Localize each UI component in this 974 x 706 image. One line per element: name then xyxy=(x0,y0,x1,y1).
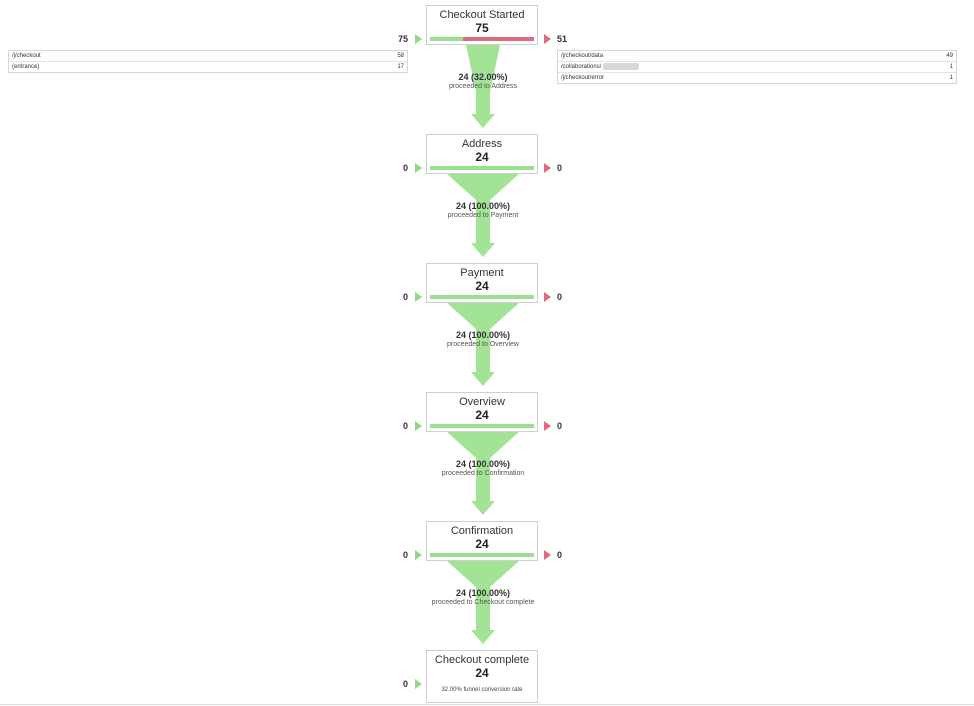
entries-count: 0 xyxy=(402,421,408,431)
source-value: 58 xyxy=(397,53,404,59)
funnel-connector-1 xyxy=(466,45,500,128)
proceed-label: proceeded to Confirmation xyxy=(441,470,525,477)
proceed-summary: 24 (32.00%) proceeded to Address xyxy=(403,72,563,91)
entry-arrow-icon xyxy=(415,421,422,431)
proceed-value: 24 (100.00%) xyxy=(455,330,511,340)
bar-exit-segment xyxy=(463,37,534,41)
entry-arrow-icon xyxy=(415,679,422,689)
stage-overview[interactable]: Overview 24 xyxy=(426,392,538,432)
destination-value: 1 xyxy=(949,75,953,81)
exit-destinations-table: /j/checkout/data 49 /collaborations/ 1 /… xyxy=(557,50,957,84)
entry-arrow-icon xyxy=(415,292,422,302)
proceed-value: 24 (100.00%) xyxy=(455,201,511,211)
stage-bar xyxy=(430,37,534,41)
proceed-value: 24 (100.00%) xyxy=(455,588,511,598)
conversion-rate: 32.00% funnel conversion rate xyxy=(441,687,523,693)
redacted-blur xyxy=(603,62,640,70)
stage-count: 75 xyxy=(475,21,489,35)
exit-arrow-icon xyxy=(544,292,551,302)
entries-count: 0 xyxy=(402,550,408,560)
table-row[interactable]: /collaborations/ 1 xyxy=(558,62,956,73)
entry-arrow-icon xyxy=(415,163,422,173)
entries-count: 0 xyxy=(402,679,408,689)
stage-count: 24 xyxy=(475,537,489,551)
exit-arrow-icon xyxy=(544,421,551,431)
proceed-summary: 24 (100.00%) proceeded to Checkout compl… xyxy=(403,588,563,607)
stage-count: 24 xyxy=(475,408,489,422)
destination-path: /j/checkout/error xyxy=(561,75,605,81)
stage-title: Checkout Started xyxy=(439,9,525,21)
exit-arrow-icon xyxy=(544,163,551,173)
stage-address[interactable]: Address 24 xyxy=(426,134,538,174)
funnel-connector-2 xyxy=(447,174,519,257)
exits-count: 0 xyxy=(557,292,563,302)
proceed-label: proceeded to Checkout complete xyxy=(431,599,535,606)
entry-arrow-icon xyxy=(415,550,422,560)
stage-bar xyxy=(430,166,534,170)
entrance-sources-table: /j/checkout 58 (entrance) 17 xyxy=(8,50,408,73)
exits-count: 0 xyxy=(557,163,563,173)
proceed-label: proceeded to Address xyxy=(448,83,518,90)
stage-payment[interactable]: Payment 24 xyxy=(426,263,538,303)
destination-path: /collaborations/ xyxy=(561,62,640,72)
entries-count: 0 xyxy=(402,292,408,302)
stage-title: Confirmation xyxy=(450,525,514,537)
stage-title: Checkout complete xyxy=(434,654,530,666)
bar-proceed-segment xyxy=(430,37,464,41)
stage-bar xyxy=(430,424,534,428)
exits-count: 51 xyxy=(557,34,568,44)
funnel-connector-3 xyxy=(447,303,519,386)
source-value: 17 xyxy=(397,64,404,70)
proceed-value: 24 (32.00%) xyxy=(458,72,508,82)
funnel-connector-4 xyxy=(447,432,519,515)
stage-confirmation[interactable]: Confirmation 24 xyxy=(426,521,538,561)
proceed-label: proceeded to Overview xyxy=(447,341,519,348)
table-row[interactable]: /j/checkout 58 xyxy=(9,51,407,62)
stage-count: 24 xyxy=(475,150,489,164)
exit-arrow-icon xyxy=(544,34,551,44)
source-path: (entrance) xyxy=(12,64,40,70)
table-row[interactable]: /j/checkout/data 49 xyxy=(558,51,956,62)
proceed-label: proceeded to Payment xyxy=(447,212,519,219)
stage-count: 24 xyxy=(475,666,489,680)
funnel-connector-5 xyxy=(447,561,519,644)
stage-title: Payment xyxy=(460,267,504,279)
stage-title: Overview xyxy=(459,396,505,408)
stage-count: 24 xyxy=(475,279,489,293)
exits-count: 0 xyxy=(557,421,563,431)
exits-count: 0 xyxy=(557,550,563,560)
bottom-divider xyxy=(0,704,974,705)
proceed-summary: 24 (100.00%) proceeded to Confirmation xyxy=(403,459,563,478)
stage-bar xyxy=(430,295,534,299)
destination-value: 49 xyxy=(946,53,953,59)
stage-checkout-started[interactable]: Checkout Started 75 xyxy=(426,5,538,45)
entry-arrow-icon xyxy=(415,34,422,44)
table-row[interactable]: /j/checkout/error 1 xyxy=(558,73,956,83)
stage-checkout-complete[interactable]: Checkout complete 24 32.00% funnel conve… xyxy=(426,650,538,703)
proceed-summary: 24 (100.00%) proceeded to Overview xyxy=(403,330,563,349)
stage-title: Address xyxy=(461,138,503,150)
proceed-value: 24 (100.00%) xyxy=(455,459,511,469)
exit-arrow-icon xyxy=(544,550,551,560)
table-row[interactable]: (entrance) 17 xyxy=(9,62,407,72)
source-path: /j/checkout xyxy=(12,53,41,59)
stage-bar xyxy=(430,553,534,557)
entries-count: 75 xyxy=(397,34,408,44)
proceed-summary: 24 (100.00%) proceeded to Payment xyxy=(403,201,563,220)
destination-value: 1 xyxy=(949,64,953,70)
entries-count: 0 xyxy=(402,163,408,173)
destination-path: /j/checkout/data xyxy=(561,53,604,59)
